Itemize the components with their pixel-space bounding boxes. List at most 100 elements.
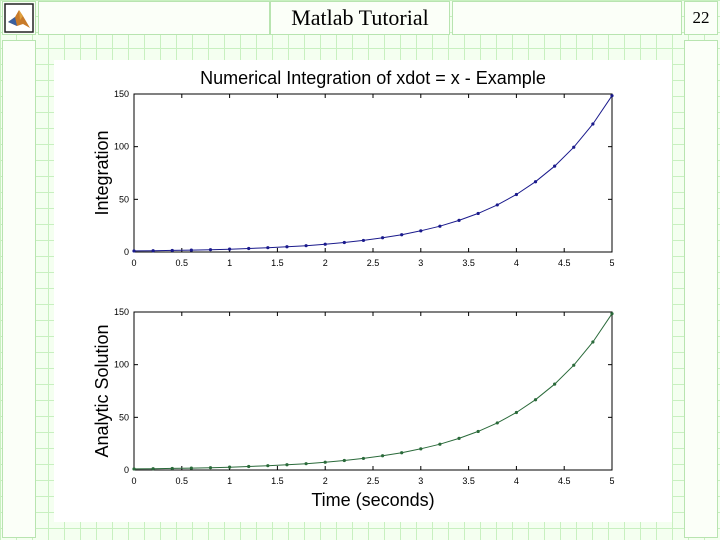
integration-plot: Numerical Integration of xdot = x - Exam… bbox=[92, 68, 615, 268]
page-number-cell: 22 bbox=[684, 1, 718, 35]
y-tick-label: 150 bbox=[114, 307, 129, 317]
data-point bbox=[514, 410, 518, 415]
data-point bbox=[572, 363, 576, 367]
x-tick-label: 2.5 bbox=[367, 476, 380, 486]
x-tick-label: 1.5 bbox=[271, 476, 284, 486]
x-tick-label: 1.5 bbox=[271, 258, 284, 268]
series-line bbox=[133, 95, 613, 252]
data-point bbox=[208, 248, 213, 252]
data-point bbox=[189, 248, 193, 252]
data-point bbox=[285, 245, 289, 249]
data-point bbox=[553, 164, 557, 168]
data-point bbox=[361, 456, 366, 461]
data-point bbox=[514, 192, 518, 197]
data-point bbox=[132, 467, 136, 471]
x-tick-label: 0 bbox=[131, 258, 136, 268]
slide-title-cell: Matlab Tutorial bbox=[270, 1, 450, 35]
plot-axes-box bbox=[133, 311, 613, 471]
slide-header: Matlab Tutorial 22 bbox=[0, 0, 720, 38]
logo-cell bbox=[2, 1, 36, 35]
data-point bbox=[304, 244, 308, 248]
x-tick-label: 1 bbox=[227, 258, 232, 268]
matlab-figure: Numerical Integration of xdot = x - Exam… bbox=[54, 60, 672, 522]
y-axis-label: Analytic Solution bbox=[92, 324, 112, 457]
y-tick-label: 0 bbox=[124, 465, 129, 475]
analytic-solution-plot: 0 50 100 150 0 0.5 1 1.5 2 2.5 3 3.5 4 4.5 5 Analytic S… bbox=[92, 307, 615, 510]
data-point bbox=[304, 462, 308, 466]
x-tick-label: 3 bbox=[418, 258, 423, 268]
y-tick-label: 150 bbox=[114, 89, 129, 99]
data-point bbox=[400, 233, 404, 237]
data-point bbox=[533, 398, 538, 402]
y-tick-label: 100 bbox=[114, 360, 129, 370]
data-point bbox=[476, 429, 480, 434]
x-tick-label: 4.5 bbox=[558, 476, 571, 486]
data-point bbox=[610, 94, 614, 98]
data-point bbox=[151, 467, 155, 471]
data-point bbox=[380, 236, 385, 240]
data-point bbox=[438, 224, 442, 228]
data-point bbox=[266, 246, 270, 250]
data-point bbox=[495, 203, 499, 207]
data-point bbox=[170, 248, 174, 253]
data-point bbox=[533, 180, 538, 184]
data-point bbox=[476, 211, 480, 216]
chart-title: Numerical Integration of xdot = x - Exam… bbox=[200, 68, 546, 88]
page-number: 22 bbox=[692, 8, 710, 27]
x-tick-label: 2 bbox=[323, 476, 328, 486]
x-tick-label: 3.5 bbox=[462, 476, 475, 486]
data-point bbox=[380, 454, 385, 458]
data-point bbox=[361, 238, 366, 243]
data-point bbox=[285, 463, 289, 467]
y-tick-label: 50 bbox=[119, 412, 129, 422]
slide-title: Matlab Tutorial bbox=[291, 5, 429, 30]
y-tick-label: 50 bbox=[119, 194, 129, 204]
x-tick-label: 4.5 bbox=[558, 258, 571, 268]
data-point bbox=[457, 218, 461, 222]
data-point bbox=[591, 122, 595, 126]
header-spacer-right bbox=[452, 1, 682, 35]
x-tick-label: 0 bbox=[131, 476, 136, 486]
data-point bbox=[553, 382, 557, 386]
matlab-logo-icon bbox=[4, 3, 34, 33]
data-point bbox=[266, 464, 270, 468]
data-point bbox=[457, 436, 461, 440]
series-line bbox=[133, 313, 613, 470]
data-point bbox=[189, 466, 193, 470]
data-point bbox=[151, 249, 155, 253]
x-tick-label: 4 bbox=[514, 476, 519, 486]
data-point bbox=[208, 466, 213, 470]
left-rail bbox=[2, 40, 36, 538]
x-tick-label: 2.5 bbox=[367, 258, 380, 268]
y-tick-label: 100 bbox=[114, 142, 129, 152]
data-point bbox=[342, 458, 346, 463]
x-tick-label: 5 bbox=[609, 476, 614, 486]
data-point bbox=[247, 464, 251, 469]
x-tick-label: 4 bbox=[514, 258, 519, 268]
right-rail bbox=[684, 40, 718, 538]
data-point bbox=[228, 465, 232, 469]
data-point bbox=[132, 249, 136, 253]
data-point bbox=[591, 340, 595, 344]
y-tick-label: 0 bbox=[124, 247, 129, 257]
x-tick-label: 5 bbox=[609, 258, 614, 268]
data-point bbox=[400, 451, 404, 455]
plot-axes-box bbox=[133, 93, 613, 253]
data-point bbox=[419, 447, 423, 451]
data-point bbox=[342, 240, 346, 245]
y-axis-label: Integration bbox=[92, 130, 112, 215]
figure-canvas: Numerical Integration of xdot = x - Exam… bbox=[92, 68, 615, 510]
x-tick-label: 1 bbox=[227, 476, 232, 486]
x-tick-label: 0.5 bbox=[176, 258, 189, 268]
header-spacer-left bbox=[38, 1, 270, 35]
data-point bbox=[323, 242, 327, 246]
x-tick-label: 2 bbox=[323, 258, 328, 268]
data-point bbox=[419, 229, 423, 233]
x-tick-label: 0.5 bbox=[176, 476, 189, 486]
x-tick-label: 3.5 bbox=[462, 258, 475, 268]
data-point bbox=[610, 312, 614, 316]
data-point bbox=[572, 145, 576, 149]
data-point bbox=[323, 460, 327, 464]
data-point bbox=[495, 421, 499, 425]
data-point bbox=[228, 247, 232, 251]
